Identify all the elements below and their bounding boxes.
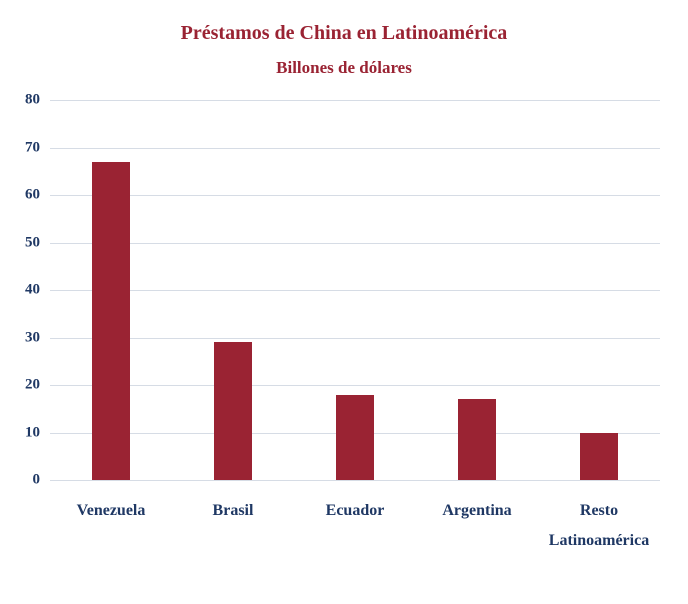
chart-subtitle: Billones de dólares <box>276 58 412 77</box>
x-label-venezuela: Venezuela <box>76 502 146 519</box>
chart-title: Préstamos de China en Latinoamérica <box>180 22 508 44</box>
y-tick-label-50: 50 <box>25 234 40 250</box>
bar-slot-brasil <box>172 100 294 480</box>
x-label-ecuador: Ecuador <box>325 502 385 519</box>
bar-slot-resto-latinoamerica <box>538 100 660 480</box>
y-tick-label-10: 10 <box>25 424 40 440</box>
gridline-70 <box>50 147 660 149</box>
y-tick-label-20: 20 <box>25 376 40 393</box>
gridline-30 <box>50 337 660 339</box>
gridline-60 <box>50 195 660 196</box>
bar-chart: 0 10 20 30 40 50 60 70 80 Venezuela Brasil Ecuador… <box>0 92 688 557</box>
y-tick-label-0: 0 <box>32 471 41 488</box>
gridline-0 <box>50 480 660 481</box>
x-label-argentina: Argentina <box>442 502 512 519</box>
bar-ecuador <box>336 394 374 480</box>
bar-slot-venezuela <box>50 100 172 480</box>
y-axis: 0 10 20 30 40 50 60 70 80 <box>8 92 50 487</box>
x-axis: Venezuela Brasil Ecuador Argentina Resto Lat… <box>50 496 660 557</box>
bar-argentina <box>458 399 496 480</box>
plot-wrap: Venezuela Brasil Ecuador Argentina Resto Lat… <box>50 100 660 557</box>
x-label-brasil: Brasil <box>212 502 254 519</box>
gridline-40 <box>50 290 660 291</box>
y-tick-label-80: 80 <box>25 91 40 108</box>
y-tick-label-60: 60 <box>25 186 40 203</box>
bar-resto-latinoamerica <box>580 432 618 480</box>
y-tick-label-40: 40 <box>25 281 40 298</box>
y-tick-label-70: 70 <box>25 139 40 155</box>
gridline-20 <box>50 385 660 386</box>
chart-page: Préstamos de China en Latinoamérica Bill… <box>0 22 688 557</box>
bar-slot-ecuador <box>294 100 416 480</box>
bar-brasil <box>214 342 252 480</box>
gridline-80 <box>50 100 660 101</box>
bar-venezuela <box>92 161 130 480</box>
bars <box>50 100 660 480</box>
bar-slot-argentina <box>416 100 538 480</box>
plot-area <box>50 100 660 481</box>
x-label-resto-latinoamerica: Resto Latinoamérica <box>548 502 650 550</box>
gridline-50 <box>50 242 660 244</box>
y-tick-label-30: 30 <box>25 329 40 345</box>
